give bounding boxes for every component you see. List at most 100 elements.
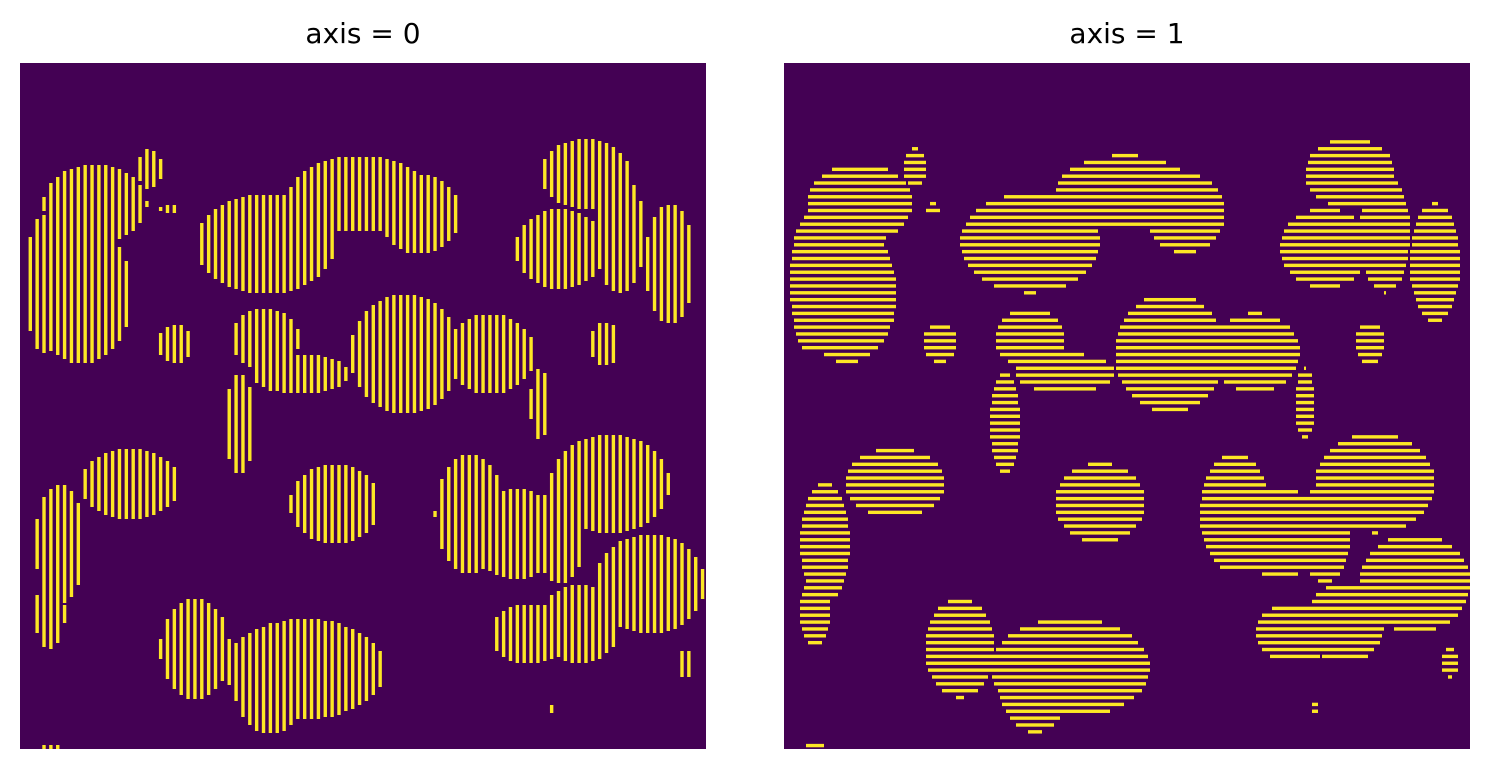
axis0-stripe xyxy=(158,159,163,179)
axis1-stripe xyxy=(836,359,858,364)
axis0-stripe xyxy=(556,209,561,289)
axis0-stripe xyxy=(508,607,513,661)
axis1-stripe xyxy=(948,599,972,604)
axis1-stripe xyxy=(1118,332,1294,336)
axis0-stripe xyxy=(158,457,163,511)
axis0-stripe xyxy=(357,321,362,387)
axis1-stripe xyxy=(1284,229,1410,233)
axis0-stripe xyxy=(69,169,74,363)
axis0-stripe xyxy=(549,209,554,289)
axis1-stripe xyxy=(970,215,1224,220)
axis0-stripe xyxy=(268,623,273,733)
axis0-stripe xyxy=(165,205,170,213)
axis1-stripe xyxy=(790,263,892,268)
axis0-stripe xyxy=(351,467,355,541)
axis1-stripe xyxy=(800,620,830,624)
axis1-stripe xyxy=(1280,249,1408,254)
axis1-stripe xyxy=(996,345,1064,350)
axis0-stripe xyxy=(426,299,430,409)
axis0-stripe xyxy=(76,503,81,585)
axis1-stripe xyxy=(1412,243,1458,247)
axis0-stripe xyxy=(56,485,60,643)
axis1-stripe xyxy=(1304,366,1306,370)
axis1-stripe xyxy=(996,380,1014,384)
axis0-stripe xyxy=(261,309,266,387)
axis0-stripe xyxy=(426,175,430,253)
axis1-stripe xyxy=(808,640,822,645)
axis0-stripe xyxy=(49,183,53,351)
axis1-stripe xyxy=(1000,469,1010,473)
axis0-stripe xyxy=(289,187,293,291)
axis0-stripe xyxy=(419,297,424,411)
axis0-stripe xyxy=(447,317,451,391)
axis0-stripe xyxy=(570,211,574,287)
axis0-stripe xyxy=(241,197,245,291)
axis1-stripe xyxy=(926,352,954,357)
axis0-stripe xyxy=(529,219,533,279)
axis0-stripe xyxy=(296,619,300,719)
axis0-stripe xyxy=(680,211,684,317)
axis0-stripe xyxy=(337,623,341,715)
axis1-stripe xyxy=(832,167,888,172)
axis1-stripe xyxy=(982,277,1078,281)
axis1-stripe xyxy=(1116,366,1296,370)
axis0-stripe xyxy=(302,171,307,285)
axis0-stripe xyxy=(618,541,622,627)
axis1-stripe xyxy=(992,394,1018,398)
axis1-stripe xyxy=(822,174,898,178)
axis0-stripe xyxy=(248,311,252,367)
axis1-stripe xyxy=(976,208,1224,213)
axis1-stripe xyxy=(1262,572,1298,576)
axis1-stripe xyxy=(1290,270,1360,274)
axis1-stripe xyxy=(1448,675,1452,679)
axis1-stripe xyxy=(1284,263,1406,268)
axis1-stripe xyxy=(1410,249,1460,254)
axis1-stripe xyxy=(912,147,918,151)
axis0-stripe xyxy=(316,355,321,393)
axis0-stripe xyxy=(248,387,252,461)
axis0-stripe xyxy=(467,455,472,573)
axis1-stripe xyxy=(1272,606,1462,611)
axis1-stripe xyxy=(1358,352,1382,357)
axis0-stripe xyxy=(49,489,53,649)
axis0-stripe xyxy=(515,323,520,385)
axis1-stripe xyxy=(1414,229,1456,233)
axis0-stripe xyxy=(49,745,53,749)
axis0-stripe xyxy=(481,459,485,569)
axis1-stripe xyxy=(790,270,894,274)
axis1-stripe xyxy=(1118,373,1292,377)
axis0-stripe xyxy=(522,225,526,273)
axis0-stripe xyxy=(447,467,451,561)
axis0-stripe xyxy=(522,605,526,663)
axis0-stripe xyxy=(618,153,622,293)
axis1-stripe xyxy=(1140,400,1200,405)
axis0-stripe xyxy=(474,455,478,573)
axis0-stripe xyxy=(117,247,122,341)
axis0-stripe xyxy=(213,209,218,279)
axis0-stripe xyxy=(330,359,334,389)
axis0-stripe xyxy=(344,627,348,711)
axis0-stripe xyxy=(179,325,183,363)
axis1-stripe xyxy=(1366,558,1464,563)
axis1-stripe xyxy=(796,332,888,336)
axis0-stripe xyxy=(296,329,300,349)
axis0-stripe xyxy=(206,603,211,695)
axis1-stripe xyxy=(794,318,894,322)
axis1-stripe xyxy=(1082,538,1118,542)
axis1-stripe xyxy=(996,647,1144,652)
axis0-stripe xyxy=(330,621,334,717)
axis1-stripe xyxy=(1200,510,1424,515)
axis1-stripe xyxy=(1306,181,1398,185)
binary-image-axis-1 xyxy=(784,63,1470,749)
axis1-stripe xyxy=(1324,455,1426,460)
axis1-stripe xyxy=(1116,359,1298,364)
axis1-stripe xyxy=(1282,236,1410,240)
axis1-stripe xyxy=(800,531,850,535)
axis1-stripe xyxy=(1006,709,1110,713)
axis0-stripe xyxy=(344,367,348,381)
axis1-stripe xyxy=(804,634,826,638)
axis0-stripe xyxy=(296,481,300,527)
axis1-stripe xyxy=(962,229,1098,233)
axis0-stripe xyxy=(337,157,341,231)
axis1-stripe xyxy=(924,339,956,343)
